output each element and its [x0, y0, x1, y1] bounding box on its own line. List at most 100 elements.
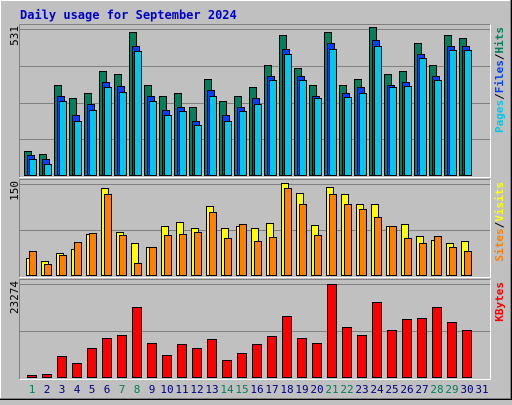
x-axis-day-label: 16 — [250, 383, 263, 396]
kbytes-bar-kbytes — [222, 360, 232, 378]
kbytes-bar-kbytes — [282, 316, 292, 378]
x-axis-day-label: 13 — [205, 383, 218, 396]
chart-title: Daily usage for September 2024 — [20, 8, 237, 22]
visits-sites-bar-sites — [449, 247, 457, 276]
visits-sites-bar-sites — [434, 236, 442, 276]
visits-sites-legend-sites: Sites — [493, 228, 506, 261]
x-axis-day-label: 29 — [445, 383, 458, 396]
x-axis-day-label: 10 — [160, 383, 173, 396]
kbytes-bar-kbytes — [402, 319, 412, 378]
x-axis-day-label: 28 — [430, 383, 443, 396]
visits-sites-bar-sites — [389, 226, 397, 276]
visits-sites-bar-sites — [344, 204, 352, 276]
hits-files-pages-legend-separator: / — [493, 93, 506, 100]
hits-files-pages-bar-pages — [179, 111, 187, 176]
x-axis-day-label: 18 — [280, 383, 293, 396]
hits-files-pages-bar-pages — [254, 104, 262, 176]
hits-files-pages-bar-pages — [59, 101, 67, 176]
kbytes-panel: 23274 KBytes — [8, 279, 506, 380]
kbytes-bar-kbytes — [357, 335, 367, 378]
x-axis-day-label: 23 — [355, 383, 368, 396]
x-axis-day-label: 26 — [400, 383, 413, 396]
x-axis-day-label: 3 — [59, 383, 66, 396]
hits-files-pages-bar-pages — [194, 125, 202, 176]
visits-sites-bar-sites — [359, 209, 367, 276]
x-axis-day-label: 14 — [220, 383, 234, 396]
hits-files-pages-bar-pages — [449, 50, 457, 176]
visits-sites-bar-sites — [164, 235, 172, 276]
hits-files-pages-bar-pages — [239, 111, 247, 176]
visits-sites-bar-sites — [179, 234, 187, 276]
visits-sites-bar-sites — [419, 243, 427, 276]
hits-files-pages-bar-pages — [44, 164, 52, 176]
kbytes-bar-kbytes — [162, 355, 172, 378]
hits-files-pages-bar-pages — [434, 80, 442, 176]
hits-files-pages-bar-pages — [74, 121, 82, 176]
hits-files-pages-bar-pages — [344, 97, 352, 176]
visits-sites-bar-sites — [89, 233, 97, 276]
x-axis-day-label: 2 — [44, 383, 51, 396]
kbytes-bar-kbytes — [417, 318, 427, 378]
hits-files-pages-legend-separator: / — [493, 53, 506, 60]
hits-files-pages-bar-pages — [89, 110, 97, 176]
kbytes-bar-kbytes — [57, 356, 67, 378]
hits-files-pages-bar-pages — [119, 92, 127, 176]
x-axis-day-label: 8 — [134, 383, 141, 396]
hits-files-pages-legend-files: Files — [493, 60, 506, 93]
visits-sites-bar-sites — [224, 238, 232, 276]
x-axis-day-label: 25 — [385, 383, 398, 396]
hits-files-pages-legend-hits: Hits — [493, 27, 506, 54]
kbytes-bar-kbytes — [237, 353, 247, 378]
hits-files-pages-bar-pages — [164, 115, 172, 176]
x-axis-day-label: 6 — [104, 383, 111, 396]
kbytes-bar-kbytes — [387, 330, 397, 378]
hits-files-pages-bar-pages — [314, 98, 322, 176]
x-axis-day-label: 30 — [460, 383, 473, 396]
kbytes-bar-kbytes — [327, 284, 337, 378]
visits-sites-bar-sites — [239, 224, 247, 276]
hits-files-pages-bar-pages — [284, 54, 292, 176]
visits-sites-bar-sites — [404, 238, 412, 276]
hits-files-pages-bar-pages — [359, 93, 367, 176]
kbytes-bar-kbytes — [87, 348, 97, 378]
hits-files-pages-bar-pages — [329, 49, 337, 176]
hits-files-pages-ymax-label: 531 — [8, 26, 21, 46]
kbytes-bar-kbytes — [27, 375, 37, 378]
kbytes-bar-kbytes — [117, 335, 127, 378]
kbytes-bar-kbytes — [432, 307, 442, 378]
x-axis-day-label: 1 — [29, 383, 36, 396]
hits-files-pages-bar-pages — [464, 50, 472, 176]
hits-files-pages-bar-pages — [419, 58, 427, 176]
kbytes-bar-kbytes — [297, 338, 307, 378]
x-axis-day-label: 7 — [119, 383, 126, 396]
visits-sites-bar-sites — [149, 247, 157, 276]
kbytes-bar-kbytes — [252, 344, 262, 378]
x-axis-day-label: 22 — [340, 383, 353, 396]
x-axis-day-label: 27 — [415, 383, 428, 396]
hits-files-pages-bar-pages — [299, 80, 307, 176]
kbytes-bar-kbytes — [312, 343, 322, 378]
visits-sites-ymax-label: 150 — [8, 181, 21, 201]
x-axis-day-label: 12 — [190, 383, 203, 396]
hits-files-pages-bar-pages — [224, 121, 232, 176]
kbytes-legend-label: KBytes — [493, 282, 506, 322]
x-axis-day-label: 15 — [235, 383, 248, 396]
hits-files-pages-bar-pages — [134, 51, 142, 176]
visits-sites-bar-sites — [329, 194, 337, 276]
x-axis-day-label: 19 — [295, 383, 308, 396]
kbytes-bar-kbytes — [102, 338, 112, 378]
hits-files-pages-bar-pages — [404, 86, 412, 176]
visits-sites-bar-sites — [74, 242, 82, 276]
visits-sites-legend-label: Sites/Visits — [493, 182, 506, 262]
kbytes-bar-kbytes — [72, 363, 82, 378]
visits-sites-bar-sites — [284, 188, 292, 276]
x-axis-day-label: 9 — [149, 383, 156, 396]
x-axis-day-label: 31 — [475, 383, 488, 396]
visits-sites-bar-sites — [209, 212, 217, 276]
hits-files-pages-bar-pages — [209, 96, 217, 176]
visits-sites-panel: 150 Sites/Visits — [8, 179, 506, 278]
x-axis-day-label: 20 — [310, 383, 323, 396]
